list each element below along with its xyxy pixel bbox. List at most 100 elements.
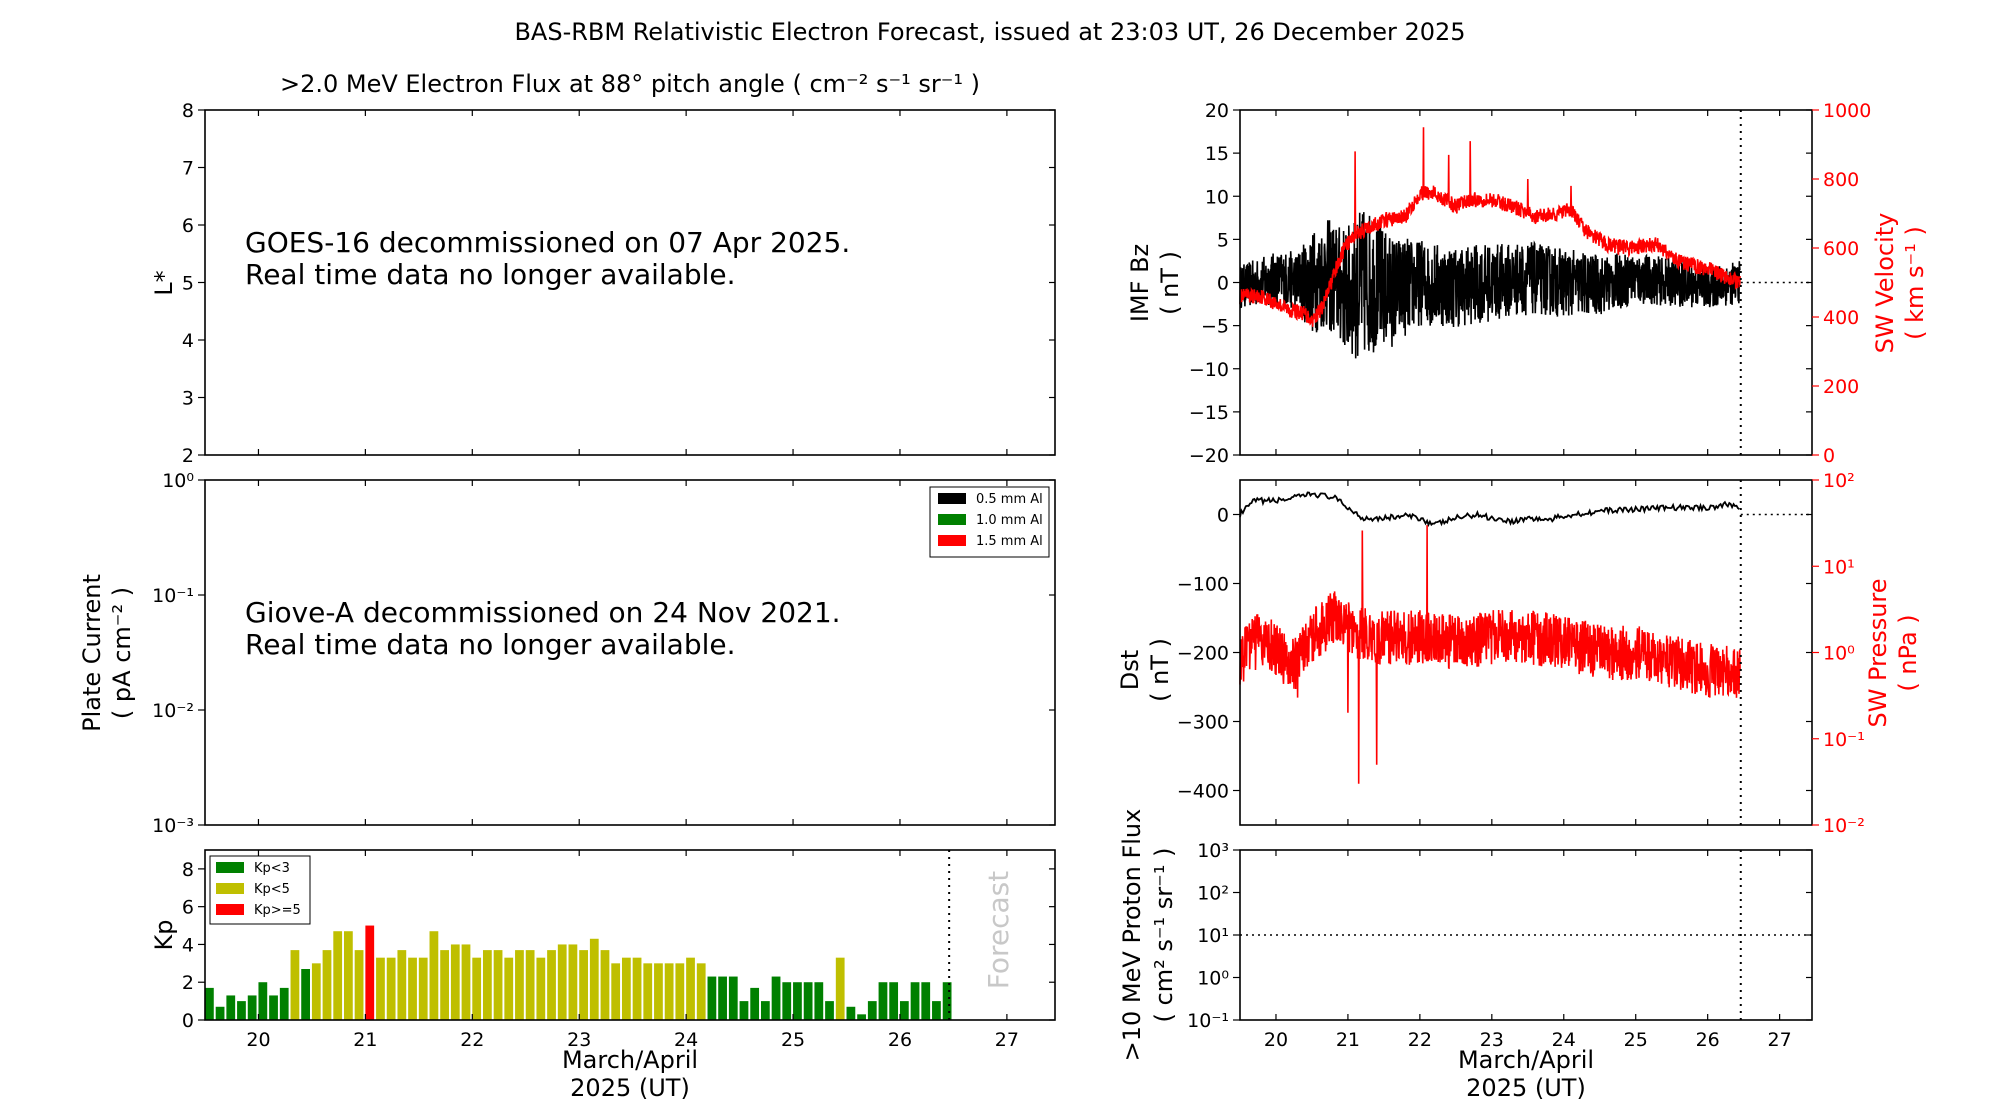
- kp-bar: [515, 950, 524, 1020]
- x-tick-label: 27: [1768, 1029, 1792, 1051]
- dst-xticks: [1275, 480, 1781, 825]
- electron-flux-note-line-1: GOES-16 decommissioned on 07 Apr 2025.: [245, 226, 850, 259]
- kp-legend-swatch-mid: [216, 883, 244, 894]
- y-tick-label: 6: [182, 897, 194, 919]
- kp-bar: [322, 950, 332, 1020]
- y-tick-label: 8: [182, 100, 194, 122]
- kp-bar: [857, 1014, 866, 1020]
- kp-bar: [675, 963, 685, 1020]
- electron-flux-note-line-2: Real time data no longer available.: [245, 258, 736, 291]
- kp-bar: [814, 982, 824, 1020]
- velocity-ylabel-line-1: SW Velocity: [1871, 213, 1899, 354]
- plate-current-note-line-1: Giove-A decommissioned on 24 Nov 2021.: [245, 596, 841, 629]
- legend-swatch-0.5mm: [938, 493, 966, 504]
- y-tick-label: 10: [1205, 186, 1229, 208]
- imf-bz-line: [1239, 212, 1741, 359]
- y-tick-label: 10⁻¹: [152, 585, 194, 607]
- x-tick-label: 23: [1480, 1029, 1504, 1051]
- kp-bar: [408, 957, 417, 1020]
- kp-bar: [343, 931, 353, 1020]
- y-tick-label: 4: [182, 330, 194, 352]
- kp-bar: [835, 957, 845, 1020]
- y-tick-label: 4: [182, 934, 194, 956]
- plate-current-ylabel-line-2: ( pA cm⁻² ): [108, 587, 136, 719]
- y-tick-label: 20: [1205, 100, 1229, 122]
- electron-flux-yticks: 2 3 4 5 6 7 8: [182, 100, 1055, 467]
- y-tick-label: 10⁰: [1197, 968, 1229, 990]
- kp-xticks: 20 21 22 23 24 25 26 27: [246, 850, 1019, 1051]
- y-tick-label: 10⁻³: [152, 815, 194, 837]
- sw-velocity-line: [1239, 127, 1741, 327]
- kp-bar: [846, 1006, 856, 1020]
- kp-bar: [782, 982, 792, 1020]
- dst-ylabel-line-1: Dst: [1116, 650, 1144, 690]
- y2-tick-label: 200: [1823, 376, 1859, 398]
- kp-bar: [525, 950, 535, 1020]
- velocity-ylabel-line-2: ( km s⁻¹ ): [1901, 226, 1929, 340]
- y-tick-label: 10²: [1197, 883, 1229, 905]
- kp-bar: [643, 963, 653, 1020]
- y-tick-label: −200: [1177, 643, 1229, 665]
- y2-tick-label: 10¹: [1823, 556, 1855, 578]
- kp-legend-label-mid: Kp<5: [254, 882, 290, 897]
- x-tick-label: 20: [246, 1029, 270, 1051]
- kp-bar: [589, 938, 599, 1020]
- kp-bar: [686, 957, 695, 1020]
- pressure-yticks: 10² 10¹ 10⁰ 10⁻¹ 10⁻²: [1812, 470, 1865, 837]
- plate-current-frame: [204, 479, 1056, 826]
- kp-bar: [205, 987, 214, 1020]
- y-tick-label: 5: [182, 273, 194, 295]
- electron-flux-ylabel: L*: [150, 270, 178, 295]
- plate-current-legend: 0.5 mm Al 1.0 mm Al 1.5 mm Al: [929, 486, 1050, 558]
- y2-tick-label: 600: [1823, 238, 1859, 260]
- kp-legend-label-low: Kp<3: [254, 861, 290, 876]
- y-tick-label: 0: [1217, 505, 1229, 527]
- imf-xticks: [1275, 110, 1781, 455]
- kp-bar: [718, 976, 727, 1020]
- imf-yticks: 20 15 10 5 0 −5 −10 −15 −20: [1189, 100, 1812, 467]
- kp-bar: [654, 963, 663, 1020]
- legend-label-1.0mm: 1.0 mm Al: [976, 513, 1043, 528]
- kp-bar: [728, 976, 738, 1020]
- electron-flux-xticks: [257, 110, 1008, 455]
- sw-pressure-line: [1239, 525, 1741, 784]
- x-tick-label: 26: [888, 1029, 912, 1051]
- imf-ylabel-line-1: IMF Bz: [1126, 244, 1154, 322]
- kp-bar: [600, 950, 610, 1020]
- legend-label-0.5mm: 0.5 mm Al: [976, 492, 1043, 507]
- y-tick-label: 10¹: [1197, 925, 1229, 947]
- kp-bar: [910, 982, 920, 1020]
- y-tick-label: 2: [182, 445, 194, 467]
- x-tick-label: 22: [1408, 1029, 1432, 1051]
- y2-tick-label: 10⁻²: [1823, 815, 1865, 837]
- proton-yticks: 10³ 10² 10¹ 10⁰ 10⁻¹: [1187, 840, 1812, 1032]
- kp-bar: [932, 1001, 941, 1020]
- y-tick-label: 10³: [1197, 840, 1229, 862]
- kp-bar: [867, 1001, 877, 1020]
- kp-bar: [440, 950, 449, 1020]
- x-tick-label: 27: [995, 1029, 1019, 1051]
- x-tick-label: 23: [567, 1029, 591, 1051]
- kp-bar: [311, 963, 321, 1020]
- kp-legend: Kp<3 Kp<5 Kp>=5: [209, 855, 311, 925]
- y-tick-label: −100: [1177, 574, 1229, 596]
- kp-frame: [204, 849, 1056, 1021]
- y2-tick-label: 10⁻¹: [1823, 729, 1865, 751]
- x-tick-label: 26: [1696, 1029, 1720, 1051]
- y-tick-label: −10: [1189, 359, 1229, 381]
- kp-bar: [376, 957, 385, 1020]
- y-tick-label: −15: [1189, 402, 1229, 424]
- kp-bar: [568, 944, 578, 1020]
- x-tick-label: 22: [460, 1029, 484, 1051]
- kp-bar: [771, 976, 781, 1020]
- plate-current-ylabel-line-1: Plate Current: [78, 574, 106, 732]
- kp-bar: [418, 957, 428, 1020]
- y2-tick-label: 400: [1823, 307, 1859, 329]
- kp-bar: [354, 950, 364, 1020]
- electron-flux-panel: >2.0 MeV Electron Flux at 88° pitch angl…: [150, 70, 1056, 467]
- proton-xlabel-line-1: March/April: [1458, 1046, 1594, 1074]
- y-tick-label: 10⁰: [162, 470, 194, 492]
- proton-xlabel-line-2: 2025 (UT): [1466, 1074, 1586, 1100]
- kp-bar: [237, 1001, 246, 1020]
